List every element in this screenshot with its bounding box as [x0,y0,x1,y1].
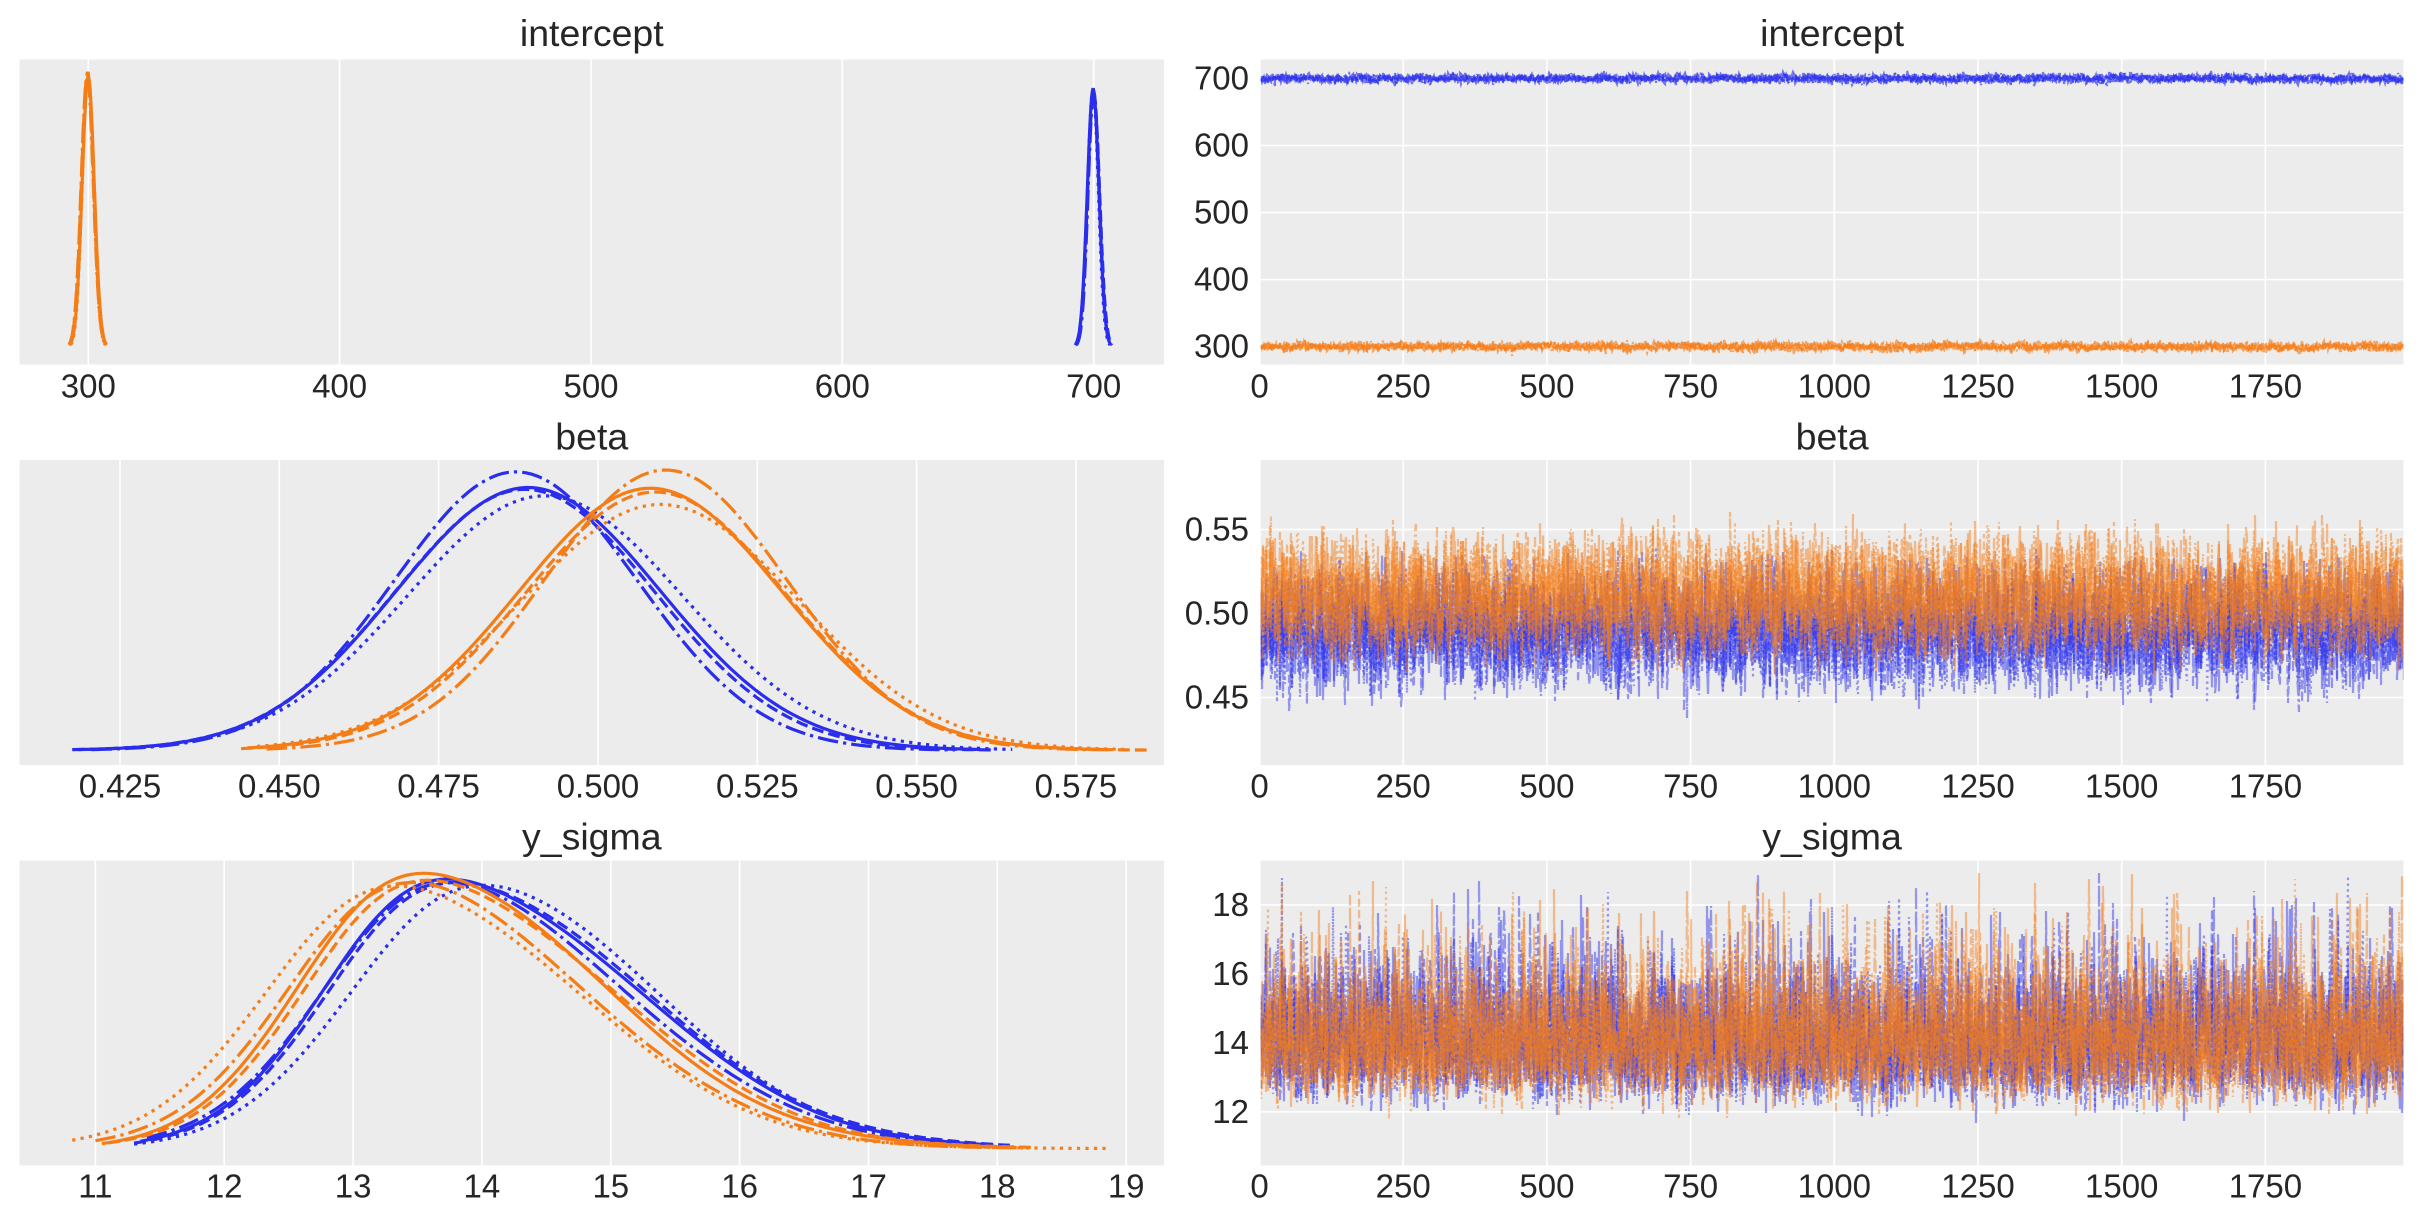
svg-text:300: 300 [1194,328,1249,365]
svg-text:0.500: 0.500 [557,768,640,805]
svg-text:0.550: 0.550 [875,768,958,805]
svg-text:18: 18 [1212,886,1249,923]
svg-text:beta: beta [1796,416,1869,458]
svg-text:16: 16 [721,1167,758,1204]
svg-text:1500: 1500 [2085,1167,2158,1204]
svg-text:14: 14 [1212,1024,1249,1061]
svg-text:250: 250 [1376,367,1431,404]
svg-text:0.45: 0.45 [1185,679,1249,716]
svg-text:400: 400 [312,367,367,404]
svg-text:750: 750 [1663,768,1718,805]
svg-text:0: 0 [1250,768,1268,805]
svg-text:1750: 1750 [2229,1167,2302,1204]
svg-text:intercept: intercept [1760,12,1904,54]
svg-text:11: 11 [78,1167,112,1204]
svg-text:15: 15 [592,1167,629,1204]
svg-text:16: 16 [1212,955,1249,992]
svg-text:13: 13 [335,1167,372,1204]
svg-text:500: 500 [1194,194,1249,231]
svg-text:750: 750 [1663,367,1718,404]
svg-text:250: 250 [1376,768,1431,805]
svg-text:1500: 1500 [2085,768,2158,805]
svg-text:500: 500 [1519,768,1574,805]
svg-text:0.525: 0.525 [716,768,799,805]
svg-text:1000: 1000 [1798,768,1871,805]
svg-text:beta: beta [555,416,628,458]
svg-text:500: 500 [563,367,618,404]
svg-text:600: 600 [815,367,870,404]
svg-text:0: 0 [1250,1167,1268,1204]
svg-text:1000: 1000 [1798,1167,1871,1204]
svg-text:1750: 1750 [2229,768,2302,805]
svg-text:700: 700 [1066,367,1121,404]
svg-text:18: 18 [979,1167,1016,1204]
svg-text:0.425: 0.425 [79,768,162,805]
svg-text:y_sigma: y_sigma [522,816,662,858]
svg-text:0.575: 0.575 [1035,768,1118,805]
svg-text:17: 17 [850,1167,887,1204]
svg-text:1500: 1500 [2085,367,2158,404]
svg-text:750: 750 [1663,1167,1718,1204]
svg-text:500: 500 [1519,367,1574,404]
svg-text:300: 300 [61,367,116,404]
svg-text:700: 700 [1194,60,1249,97]
svg-text:y_sigma: y_sigma [1762,816,1902,858]
svg-text:12: 12 [1212,1093,1249,1130]
svg-text:250: 250 [1376,1167,1431,1204]
svg-text:12: 12 [206,1167,243,1204]
svg-text:1250: 1250 [1941,768,2014,805]
svg-text:600: 600 [1194,127,1249,164]
svg-text:400: 400 [1194,261,1249,298]
svg-text:0.55: 0.55 [1185,511,1249,548]
svg-text:intercept: intercept [520,12,664,54]
svg-text:1000: 1000 [1798,367,1871,404]
svg-text:0.475: 0.475 [397,768,480,805]
svg-text:0.450: 0.450 [238,768,321,805]
svg-text:1250: 1250 [1941,367,2014,404]
svg-text:500: 500 [1519,1167,1574,1204]
svg-text:19: 19 [1108,1167,1145,1204]
svg-text:1250: 1250 [1941,1167,2014,1204]
svg-text:14: 14 [464,1167,501,1204]
svg-text:0: 0 [1250,367,1268,404]
svg-text:1750: 1750 [2229,367,2302,404]
svg-text:0.50: 0.50 [1185,595,1249,632]
